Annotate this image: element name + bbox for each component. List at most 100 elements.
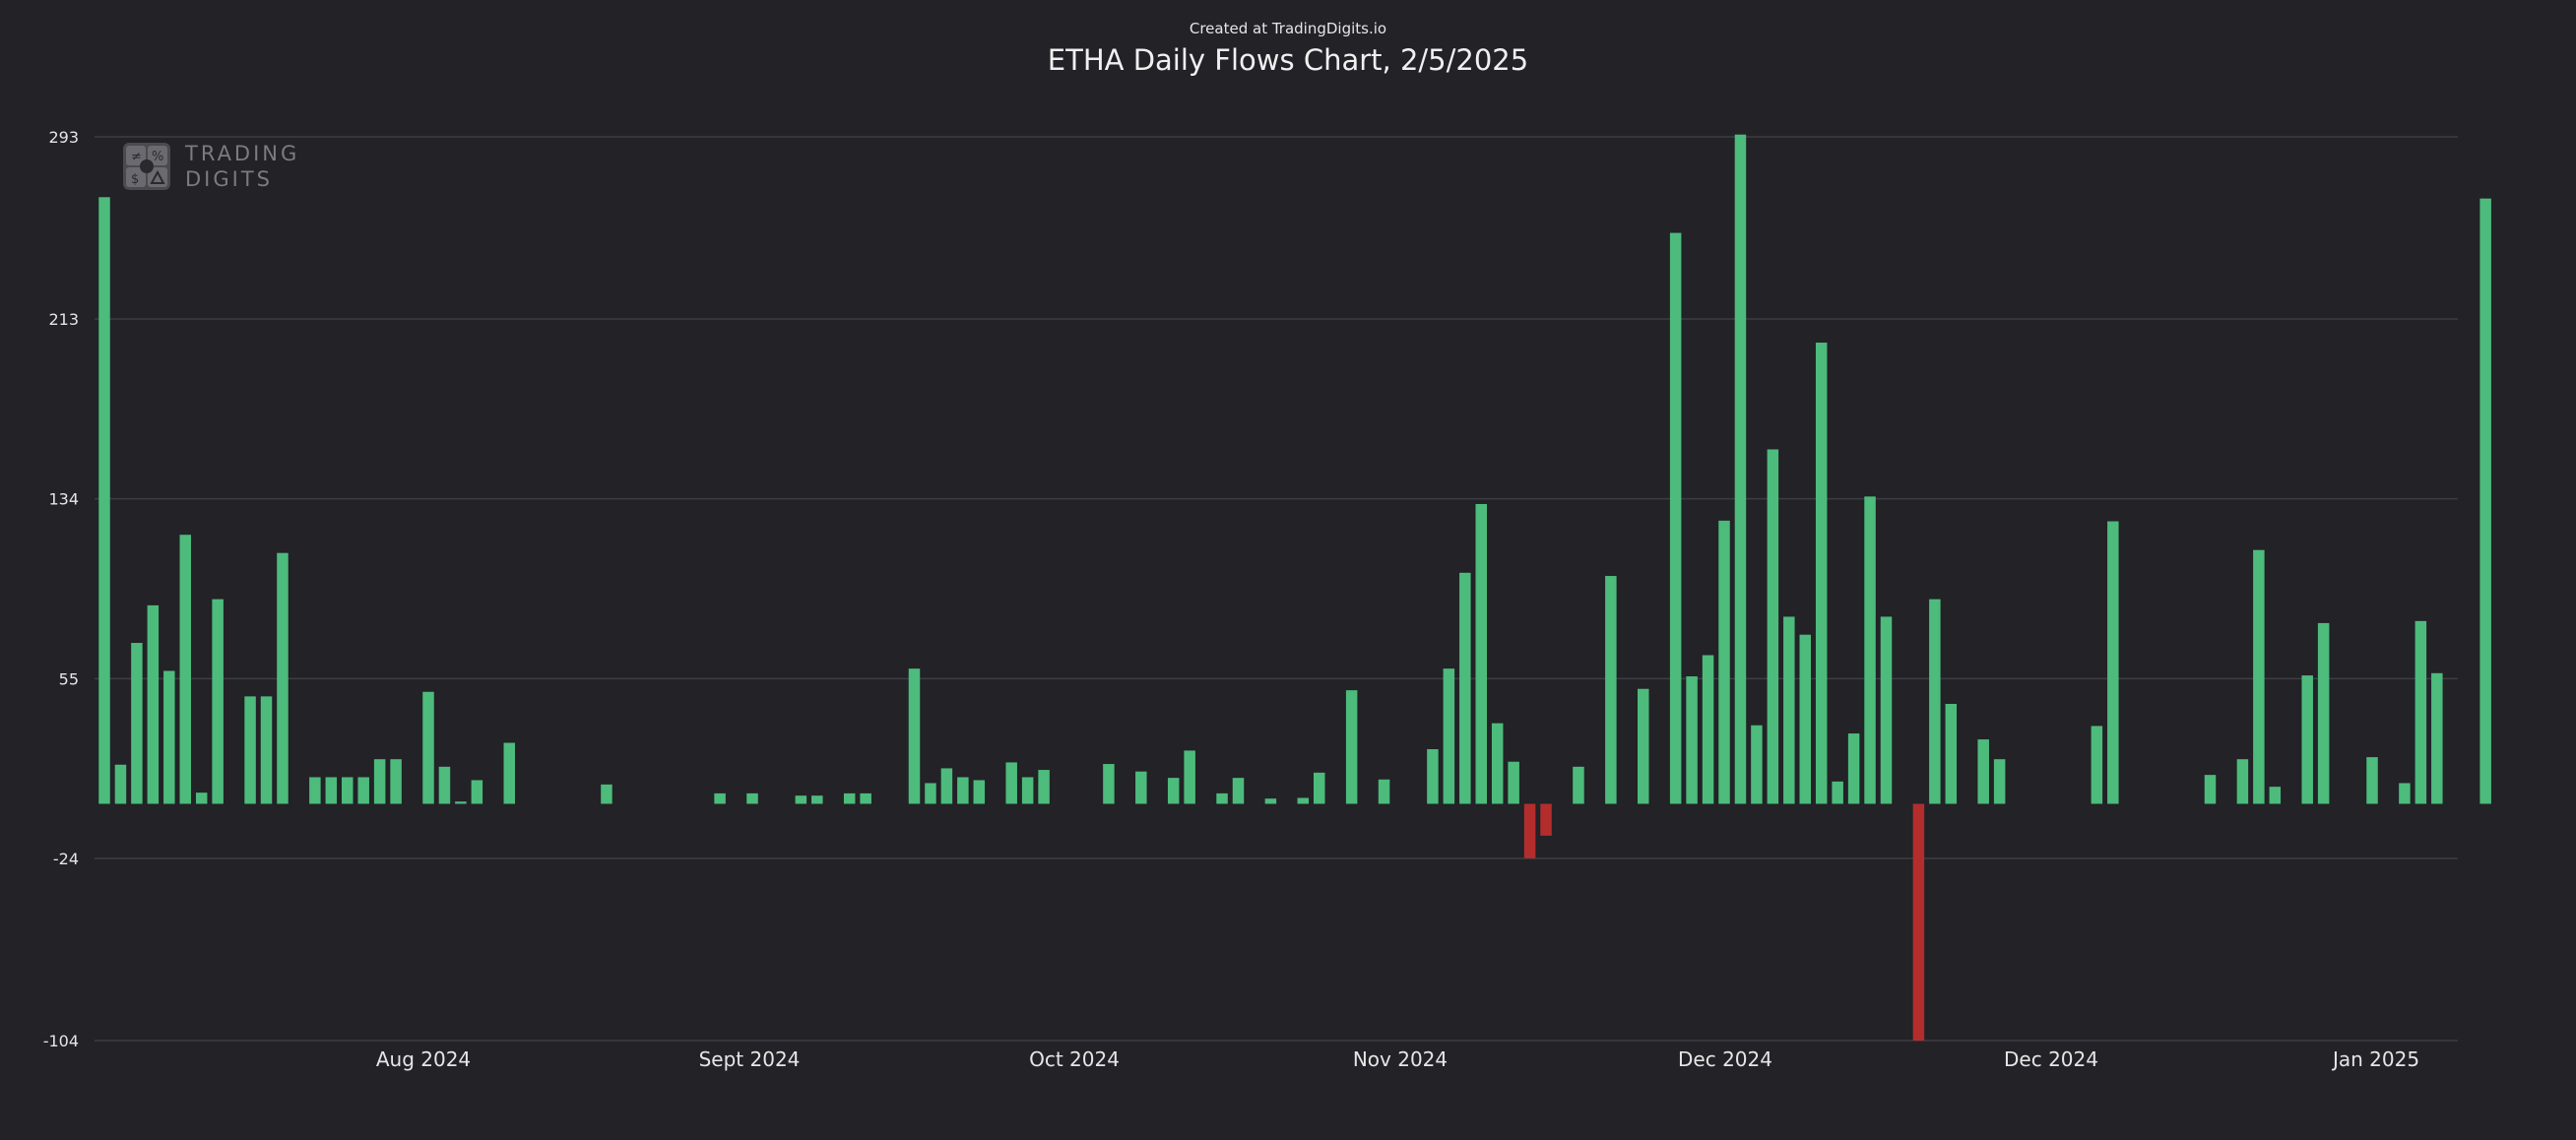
flow-bar (373, 759, 386, 804)
flow-bar (1314, 772, 1325, 804)
flow-bar (163, 670, 175, 804)
y-tick-label: 134 (48, 490, 79, 509)
flow-bar (1475, 503, 1487, 804)
flow-bar (1378, 779, 1390, 804)
flow-bar (2091, 726, 2103, 804)
flow-bar (746, 792, 758, 804)
flow-bar (860, 792, 871, 804)
flow-bar (260, 696, 273, 804)
flow-bar (114, 764, 127, 804)
y-tick-label: 213 (48, 310, 79, 329)
chart-bars (98, 134, 2491, 1041)
y-tick-label: -24 (53, 850, 79, 868)
flow-bar (2399, 783, 2411, 804)
flow-bar (2479, 198, 2491, 804)
flow-bar (1135, 771, 1147, 804)
flow-bar (957, 777, 969, 804)
flow-bar (342, 777, 354, 804)
flow-bar (1638, 688, 1649, 804)
flow-bar (2253, 549, 2265, 804)
flow-bar (1573, 766, 1584, 804)
flow-bar (1734, 134, 1747, 804)
flow-bar (131, 643, 143, 804)
flow-bar (1021, 777, 1034, 804)
flow-bar (1912, 803, 1925, 1041)
svg-text:%: % (152, 150, 163, 164)
flow-bar (1508, 761, 1519, 804)
flow-bar (601, 784, 612, 804)
flow-bar (2107, 521, 2119, 804)
flow-bar (1945, 704, 1958, 804)
flow-bar (195, 792, 208, 804)
y-tick-label: -104 (43, 1032, 79, 1050)
y-tick-label: 55 (59, 669, 79, 688)
flow-bar (2204, 775, 2217, 804)
flow-bar (325, 777, 338, 804)
flow-bar (1605, 576, 1617, 804)
x-tick-label: Oct 2024 (1029, 1047, 1120, 1071)
flow-bar (1540, 803, 1552, 836)
flow-bar (2317, 622, 2330, 804)
flow-bar (422, 691, 434, 804)
flow-bar (1184, 750, 1195, 804)
chart-credit: Created at TradingDigits.io (1189, 20, 1387, 37)
flow-bar (1427, 749, 1439, 804)
trading-digits-logo: ≠ % $ TRADING DIGITS (122, 141, 299, 192)
flow-bar (179, 535, 191, 804)
flow-bar (1103, 764, 1115, 804)
flow-bar (357, 777, 369, 804)
svg-text:≠: ≠ (131, 150, 142, 164)
flow-bar (908, 668, 921, 804)
svg-text:$: $ (131, 172, 139, 187)
x-axis-labels: Aug 2024 Sept 2024 Oct 2024 Nov 2024 Dec 202… (376, 1047, 2419, 1071)
flow-bar (212, 599, 224, 804)
flow-bar (1799, 634, 1811, 804)
flow-bar (1523, 803, 1536, 858)
y-axis-labels: -104 -24 55 134 213 293 (43, 128, 79, 1050)
flow-bar (1832, 781, 1843, 804)
flow-bar (1686, 676, 1698, 804)
flow-bar (438, 766, 451, 804)
flow-bar (98, 197, 110, 804)
flow-bar (1491, 723, 1504, 804)
chart-gridlines (95, 136, 2458, 1042)
flow-bar (1847, 733, 1860, 804)
flow-bar (714, 792, 726, 804)
chart-title: ETHA Daily Flows Chart, 2/5/2025 (1047, 43, 1529, 77)
trading-digits-logo-icon: ≠ % $ (123, 143, 170, 190)
logo-text-line2: DIGITS (185, 167, 273, 191)
flow-bar (503, 742, 515, 804)
x-tick-label: Sept 2024 (699, 1047, 801, 1071)
flow-bar (1443, 668, 1455, 804)
flow-bar (1005, 762, 1017, 804)
flow-bar (1929, 599, 1941, 804)
flow-bar (2415, 620, 2427, 804)
flow-bar (1993, 759, 2006, 804)
flow-bar (1345, 690, 1358, 804)
flow-bar (1459, 572, 1471, 804)
flow-bar (1751, 725, 1763, 804)
flow-bar (1977, 739, 1989, 804)
flow-bar (843, 792, 856, 804)
flow-bar (1767, 449, 1779, 804)
flow-bar (795, 795, 807, 804)
flow-bar (455, 801, 467, 804)
x-tick-label: Aug 2024 (376, 1047, 471, 1071)
flow-bar (1038, 770, 1050, 804)
logo-wordmark: TRADING DIGITS (185, 141, 299, 192)
y-tick-label: 293 (48, 128, 79, 147)
flow-bar (1669, 232, 1682, 804)
x-tick-label: Dec 2024 (2004, 1047, 2098, 1071)
flow-bar (2301, 675, 2313, 804)
flow-bar (1167, 778, 1180, 804)
flow-bar (1718, 520, 1730, 804)
logo-text-line1: TRADING (185, 142, 300, 165)
flow-bar (390, 759, 402, 804)
flow-bar (147, 604, 160, 804)
flow-bar (244, 696, 256, 804)
flow-bar (1232, 778, 1245, 804)
flow-bar (2269, 787, 2282, 804)
flow-bar (277, 552, 289, 804)
x-tick-label: Nov 2024 (1353, 1047, 1448, 1071)
